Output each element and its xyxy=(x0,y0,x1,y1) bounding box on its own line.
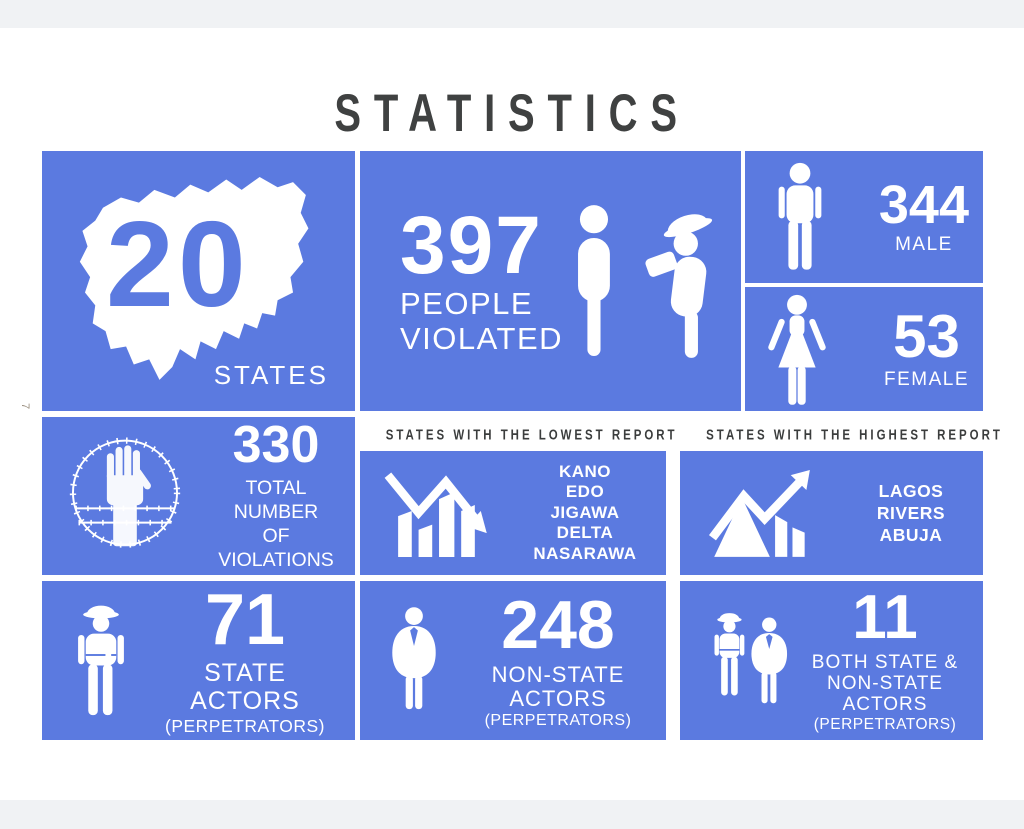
male-icon xyxy=(778,162,822,270)
lowest-state: NASARAWA xyxy=(533,543,637,563)
police-and-civilian-icon xyxy=(714,613,788,704)
non-state-actors-count: 248 xyxy=(501,586,615,663)
highest-report-header-text: STATES WITH THE HIGHEST REPORT xyxy=(706,426,1003,443)
non-state-actors-label: NON-STATE ACTORS xyxy=(491,661,625,711)
both-actors-sublabel: (PERPETRATORS) xyxy=(813,716,957,734)
highest-state: ABUJA xyxy=(879,525,943,545)
page-title-text: STATISTICS xyxy=(334,83,690,143)
people-violated-label-2: VIOLATED xyxy=(400,321,564,356)
police-officer-icon xyxy=(78,605,124,716)
total-violations-text: 330 TOTAL NUMBER OF VIOLATIONS xyxy=(202,417,350,575)
female-text: 53 FEMALE xyxy=(884,287,969,411)
tile-highest-report: LAGOS RIVERS ABUJA xyxy=(680,451,983,575)
highest-report-states: LAGOS RIVERS ABUJA xyxy=(846,451,976,575)
tile-state-actors: 71 STATE ACTORS (PERPETRATORS) xyxy=(42,581,355,740)
viewer-top-strip xyxy=(0,0,1024,28)
tile-non-state-actors: 248 NON-STATE ACTORS (PERPETRATORS) xyxy=(360,581,666,740)
both-actors-label-2: NON-STATE ACTORS xyxy=(827,672,943,715)
total-violations-label-1: TOTAL NUMBER xyxy=(233,477,319,524)
states-count: 20 xyxy=(106,196,250,332)
lowest-state: KANO xyxy=(558,461,612,481)
states-label: STATES xyxy=(213,360,329,390)
state-actors-count: 71 xyxy=(204,580,286,661)
tile-both-actors: 11 BOTH STATE & NON-STATE ACTORS (PERPET… xyxy=(680,581,983,740)
highest-state: RIVERS xyxy=(876,503,946,523)
tile-male: 344 MALE xyxy=(745,151,983,283)
page-number: 7 xyxy=(19,402,32,410)
lowest-report-header: STATES WITH THE LOWEST REPORT xyxy=(360,426,675,444)
page-title: STATISTICS xyxy=(0,83,1024,143)
state-actors-label: STATE ACTORS xyxy=(190,659,300,715)
lowest-state: EDO xyxy=(565,482,605,502)
male-count: 344 xyxy=(878,175,969,235)
tile-people-violated: 397 PEOPLE VIOLATED xyxy=(360,151,741,411)
highest-report-header: STATES WITH THE HIGHEST REPORT xyxy=(680,426,1000,444)
female-icon xyxy=(768,294,826,405)
non-state-actors-text: 248 NON-STATE ACTORS (PERPETRATORS) xyxy=(458,581,658,740)
female-label: FEMALE xyxy=(883,369,969,390)
nigeria-map-icon xyxy=(79,176,309,380)
tile-states: 20 STATES xyxy=(42,151,355,411)
both-actors-count: 11 xyxy=(852,582,918,652)
state-actors-sublabel: (PERPETRATORS) xyxy=(165,716,325,737)
lowest-state: DELTA xyxy=(556,523,614,543)
total-violations-count: 330 xyxy=(232,416,320,475)
viewer-bottom-strip xyxy=(0,800,1024,829)
male-text: 344 MALE xyxy=(879,151,969,283)
people-violated-count: 397 xyxy=(400,200,543,292)
chart-up-icon xyxy=(709,469,810,557)
female-count: 53 xyxy=(893,303,960,370)
tile-lowest-report: KANO EDO JIGAWA DELTA NASARAWA xyxy=(360,451,666,575)
person-and-police-icon xyxy=(578,205,713,358)
state-actors-text: 71 STATE ACTORS (PERPETRATORS) xyxy=(147,581,343,740)
civilian-icon xyxy=(392,607,436,710)
highest-state: LAGOS xyxy=(878,481,944,501)
male-label: MALE xyxy=(895,234,953,255)
non-state-actors-sublabel: (PERPETRATORS) xyxy=(484,711,632,729)
lowest-report-states: KANO EDO JIGAWA DELTA NASARAWA xyxy=(510,451,660,575)
people-violated-text: 397 PEOPLE VIOLATED xyxy=(400,151,563,411)
both-actors-label-1: BOTH STATE & xyxy=(811,651,959,673)
hand-barbed-wire-icon xyxy=(69,437,181,548)
people-violated-label-1: PEOPLE xyxy=(400,286,534,322)
total-violations-label-2: OF VIOLATIONS xyxy=(218,525,334,571)
both-actors-text: 11 BOTH STATE & NON-STATE ACTORS (PERPET… xyxy=(792,581,978,740)
lowest-state: JIGAWA xyxy=(550,502,620,522)
tile-total-violations: 330 TOTAL NUMBER OF VIOLATIONS xyxy=(42,417,355,575)
lowest-report-header-text: STATES WITH THE LOWEST REPORT xyxy=(385,426,678,443)
chart-down-icon xyxy=(384,472,487,558)
tile-female: 53 FEMALE xyxy=(745,287,983,411)
